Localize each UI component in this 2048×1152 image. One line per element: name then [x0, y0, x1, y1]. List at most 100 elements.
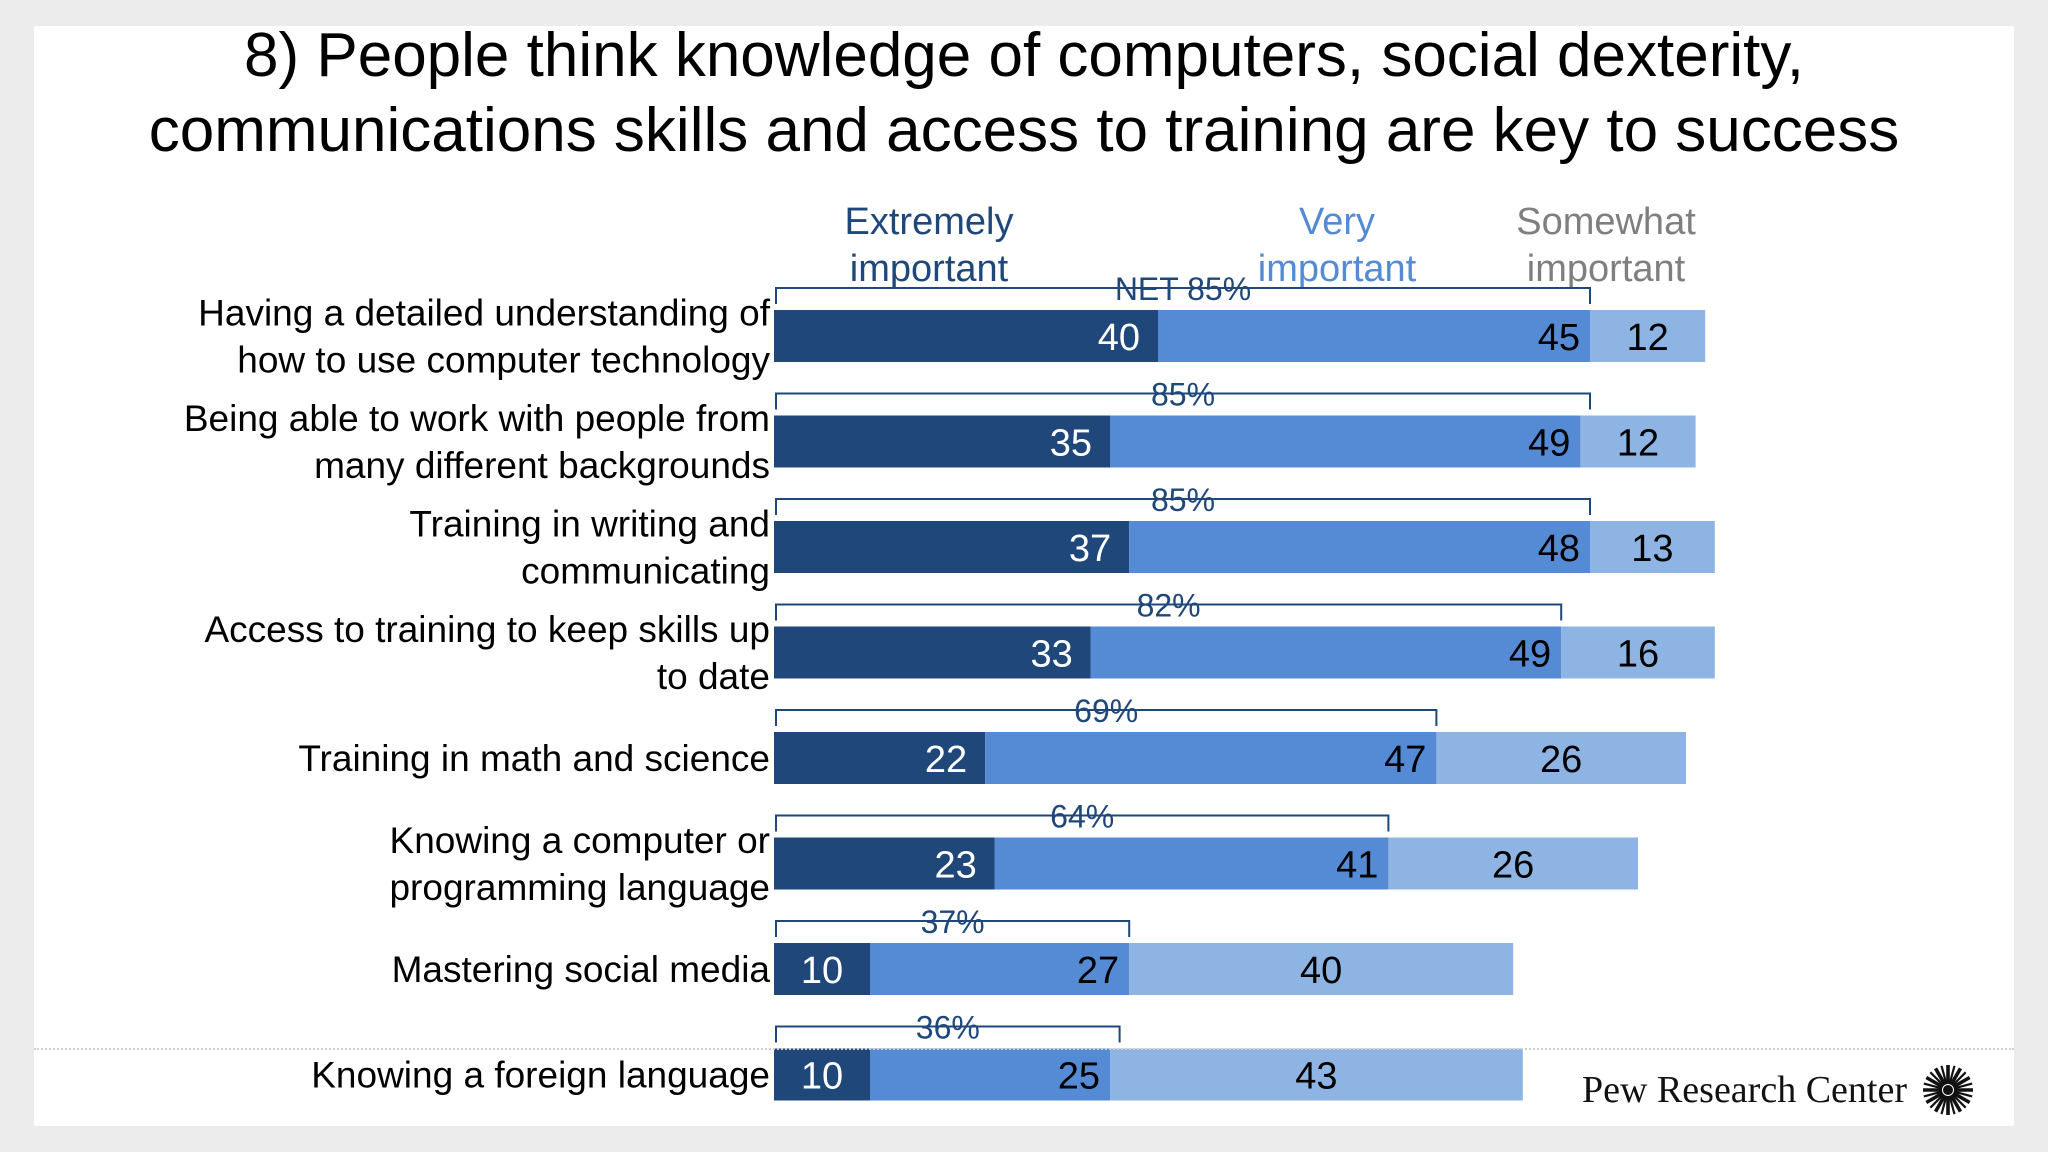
- bar-segment: [870, 1048, 1110, 1101]
- net-label: NET 85%: [1115, 271, 1251, 307]
- bar-segment: [1590, 310, 1706, 362]
- logo-ray: [1948, 1065, 1956, 1085]
- data-label: 27: [1077, 950, 1119, 992]
- bar-segment: [1110, 1048, 1523, 1101]
- data-label: 47: [1384, 739, 1426, 781]
- bar-segment: [994, 837, 1389, 890]
- data-label: 12: [1626, 317, 1668, 359]
- data-label: 48: [1538, 528, 1580, 570]
- logo-ray: [1925, 1091, 1944, 1105]
- bar-segment: [774, 837, 995, 890]
- net-bracket: [775, 1025, 1121, 1043]
- bar-segment: [1129, 521, 1590, 573]
- title-line-1: 8) People think knowledge of computers, …: [244, 21, 1804, 90]
- category-label: how to use computer technology: [237, 340, 770, 381]
- logo-text: Pew Research Center: [1582, 1069, 1907, 1111]
- logo-ray: [1933, 1094, 1947, 1113]
- data-label: 40: [1300, 950, 1342, 992]
- bar-segment: [774, 626, 1091, 679]
- category-label: Being able to work with people from: [184, 398, 770, 439]
- legend-label-line2: important: [850, 248, 1009, 290]
- net-bracket: [775, 603, 1563, 621]
- bar-segment: [1580, 415, 1696, 468]
- net-label: 36%: [916, 1010, 980, 1046]
- data-label: 10: [801, 1056, 843, 1098]
- data-label: 37: [1069, 528, 1111, 570]
- data-label: 45: [1538, 317, 1580, 359]
- data-label: 10: [801, 950, 843, 992]
- category-label: Training in writing and: [409, 504, 770, 545]
- logo-ray: [1925, 1075, 1944, 1089]
- category-label: communicating: [521, 551, 770, 592]
- bar-segment: [1090, 626, 1562, 679]
- legend-label-line2: important: [1527, 248, 1686, 290]
- category-label: Access to training to keep skills up: [204, 609, 770, 650]
- bar-segment: [774, 521, 1130, 573]
- data-label: 26: [1492, 845, 1534, 887]
- data-label: 22: [925, 739, 967, 781]
- data-label: 26: [1540, 739, 1582, 781]
- net-label: 37%: [921, 904, 985, 940]
- logo-ray: [1948, 1095, 1956, 1115]
- data-label: 16: [1617, 634, 1659, 676]
- data-label: 43: [1295, 1056, 1337, 1098]
- title-line-2: communications skills and access to trai…: [148, 96, 1900, 165]
- pew-sunburst-icon: [1923, 1065, 1973, 1115]
- net-bracket: [775, 392, 1591, 410]
- category-label: Having a detailed understanding of: [198, 293, 771, 334]
- data-label: 49: [1509, 634, 1551, 676]
- logo-ray: [1940, 1095, 1948, 1115]
- net-bracket: [775, 814, 1390, 832]
- bar-segment: [1158, 310, 1590, 362]
- category-label: Mastering social media: [392, 949, 771, 990]
- net-bracket: [775, 920, 1131, 937]
- net-label: 82%: [1137, 588, 1201, 624]
- logo-ray: [1949, 1067, 1963, 1086]
- bar-segment: [774, 732, 986, 784]
- bar-segment: [774, 1048, 870, 1101]
- legend-label-line2: important: [1258, 248, 1417, 290]
- bar-segment: [774, 415, 1110, 468]
- logo-center: [1943, 1085, 1953, 1095]
- net-label: 85%: [1151, 377, 1215, 413]
- logo-ray: [1929, 1071, 1945, 1087]
- bar-segment: [1590, 521, 1715, 573]
- data-label: 35: [1050, 423, 1092, 465]
- chart-title: 8) People think knowledge of computers, …: [34, 18, 2014, 168]
- logo-ray: [1951, 1071, 1967, 1087]
- data-label: 13: [1631, 528, 1673, 570]
- category-label: to date: [657, 656, 770, 697]
- data-label: 25: [1058, 1056, 1100, 1098]
- bar-segment: [1129, 943, 1514, 995]
- category-label: programming language: [389, 867, 770, 908]
- bar-segment: [774, 943, 870, 995]
- legend-label-line1: Extremely: [845, 201, 1014, 243]
- data-label: 41: [1336, 845, 1378, 887]
- data-label: 49: [1528, 423, 1570, 465]
- category-label: Knowing a computer or: [390, 820, 770, 861]
- bar-segment: [1388, 837, 1638, 890]
- net-label: 64%: [1050, 799, 1114, 835]
- net-label: 85%: [1151, 482, 1215, 518]
- net-label: 69%: [1074, 693, 1138, 729]
- footer-divider: [34, 1048, 2014, 1050]
- bar-segment: [985, 732, 1437, 784]
- data-label: 12: [1617, 423, 1659, 465]
- bar-segment: [1561, 626, 1715, 679]
- data-label: 23: [935, 845, 977, 887]
- logo-ray: [1953, 1090, 1973, 1098]
- logo-ray: [1951, 1093, 1967, 1109]
- legend-label-line1: Very: [1299, 201, 1375, 243]
- bar-segment: [870, 943, 1130, 995]
- data-label: 40: [1098, 317, 1140, 359]
- category-label: Knowing a foreign language: [311, 1055, 770, 1096]
- category-label: many different backgrounds: [314, 445, 770, 486]
- logo-ray: [1953, 1082, 1973, 1090]
- slide-background: [34, 26, 2014, 1126]
- net-bracket: [775, 287, 1591, 304]
- logo-ray: [1929, 1093, 1945, 1109]
- logo-ray: [1933, 1067, 1947, 1086]
- logo-ray: [1949, 1094, 1963, 1113]
- category-label: Training in math and science: [298, 738, 770, 779]
